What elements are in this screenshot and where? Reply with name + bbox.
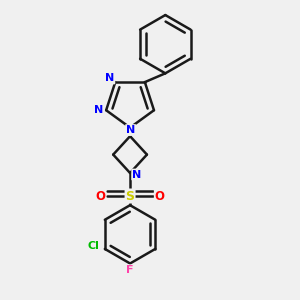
Text: N: N	[126, 125, 135, 135]
Text: N: N	[105, 74, 114, 83]
Text: Cl: Cl	[87, 242, 99, 251]
Text: O: O	[95, 190, 105, 202]
Text: F: F	[126, 265, 133, 275]
Text: S: S	[126, 190, 135, 202]
Text: O: O	[155, 190, 165, 202]
Text: N: N	[132, 169, 141, 179]
Text: N: N	[94, 105, 104, 115]
